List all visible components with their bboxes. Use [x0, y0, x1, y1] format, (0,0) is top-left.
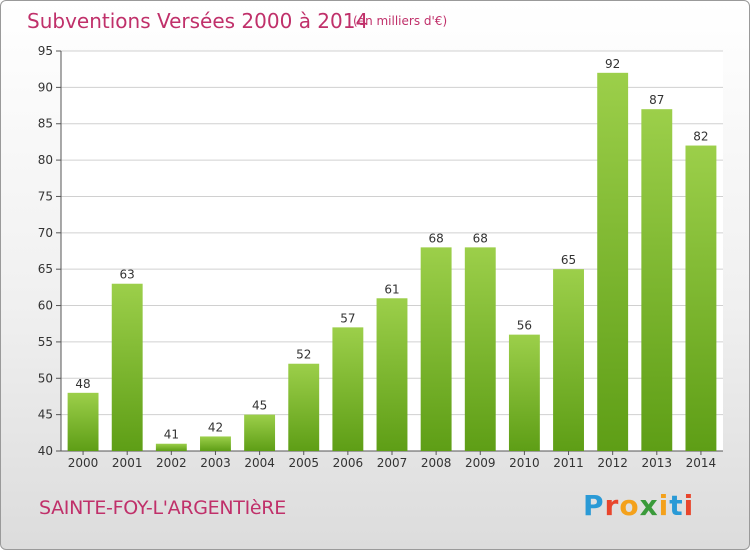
x-tick-label: 2008	[421, 456, 452, 470]
x-tick-label: 2002	[156, 456, 187, 470]
chart-title: Subventions Versées 2000 à 2014	[27, 9, 369, 33]
data-label: 82	[693, 130, 708, 144]
data-label: 48	[75, 377, 90, 391]
data-label: 63	[120, 268, 135, 282]
bar	[464, 247, 496, 451]
proxiti-logo[interactable]: Proxiti	[583, 489, 694, 522]
data-label: 87	[649, 93, 664, 107]
bar	[553, 269, 584, 451]
bar	[332, 327, 364, 451]
logo-letter: r	[604, 489, 620, 522]
data-label: 65	[561, 253, 576, 267]
data-label: 61	[384, 282, 399, 296]
data-label: 92	[605, 57, 620, 71]
logo-letter: x	[639, 489, 659, 522]
y-tick-label: 55	[38, 335, 53, 349]
bar	[508, 334, 540, 451]
y-tick-label: 75	[38, 189, 53, 203]
data-label: 56	[517, 319, 532, 333]
data-label: 68	[428, 231, 443, 245]
y-tick-label: 70	[38, 226, 53, 240]
data-label: 57	[340, 311, 355, 325]
bar	[597, 72, 629, 452]
x-tick-label: 2001	[112, 456, 143, 470]
town-name: SAINTE-FOY-L'ARGENTIèRE	[39, 497, 286, 519]
logo-letter: t	[669, 489, 684, 522]
bar	[244, 414, 276, 451]
x-tick-label: 2005	[288, 456, 319, 470]
x-tick-label: 2010	[509, 456, 540, 470]
y-tick-label: 45	[38, 408, 53, 422]
data-label: 52	[296, 348, 311, 362]
bar	[420, 247, 452, 451]
y-tick-label: 85	[38, 117, 53, 131]
x-tick-label: 2012	[597, 456, 628, 470]
x-tick-label: 2009	[465, 456, 496, 470]
bar	[111, 283, 143, 451]
y-tick-label: 80	[38, 153, 53, 167]
x-tick-label: 2011	[553, 456, 584, 470]
logo-letter: i	[683, 489, 695, 522]
bar	[288, 363, 320, 451]
x-tick-label: 2014	[686, 456, 717, 470]
y-tick-label: 90	[38, 80, 53, 94]
bar	[641, 109, 673, 451]
y-tick-label: 95	[38, 44, 53, 58]
x-tick-label: 2000	[68, 456, 99, 470]
x-tick-label: 2004	[244, 456, 275, 470]
bar	[155, 443, 187, 451]
bar	[376, 298, 408, 451]
y-tick-label: 50	[38, 371, 53, 385]
x-tick-label: 2007	[377, 456, 408, 470]
bar	[200, 436, 231, 451]
logo-letter: i	[658, 489, 670, 522]
chart-unit-note: (en milliers d'€)	[353, 14, 448, 28]
data-label: 45	[252, 399, 267, 413]
y-tick-label: 60	[38, 299, 53, 313]
y-tick-label: 40	[38, 444, 53, 458]
data-label: 42	[208, 420, 223, 434]
y-tick-label: 65	[38, 262, 53, 276]
data-label: 68	[473, 231, 488, 245]
bar	[67, 392, 99, 451]
logo-letter: P	[583, 489, 605, 522]
logo-letter: o	[619, 489, 640, 522]
x-tick-label: 2006	[333, 456, 364, 470]
bar	[685, 145, 717, 451]
x-tick-label: 2003	[200, 456, 231, 470]
x-tick-label: 2013	[642, 456, 673, 470]
data-label: 41	[164, 428, 179, 442]
